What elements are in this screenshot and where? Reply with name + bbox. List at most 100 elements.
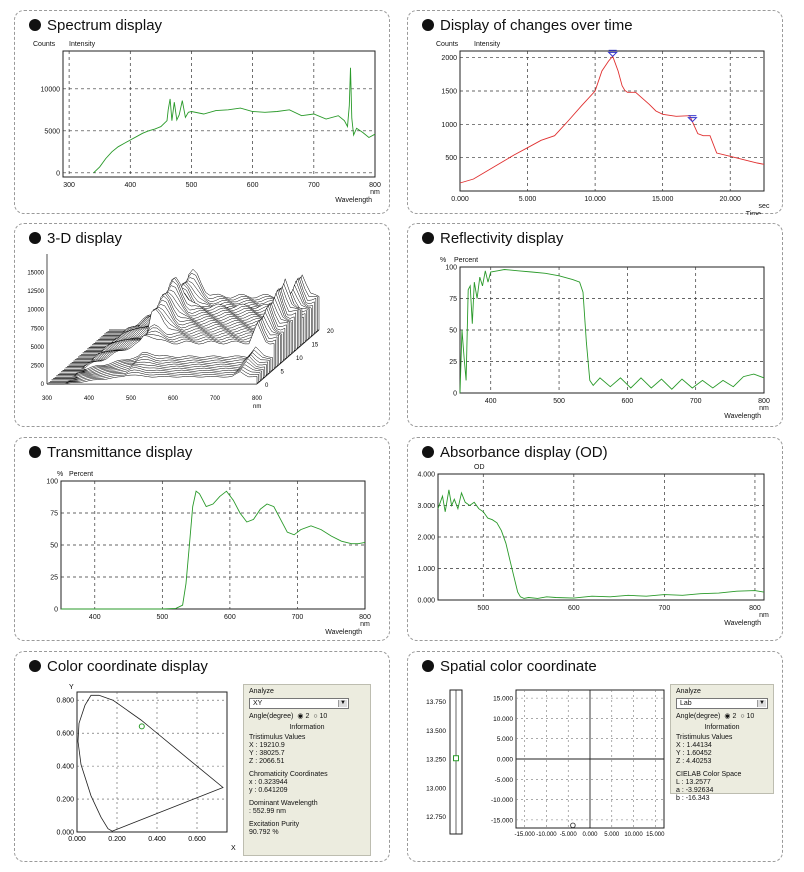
y-axis-label: % <box>440 257 446 264</box>
plot-frame <box>76 691 228 833</box>
x-unit-label: sec <box>759 203 770 210</box>
x-axis-label: Wavelength <box>724 620 761 627</box>
chevron-down-icon[interactable]: ▼ <box>757 700 766 707</box>
time-chart: 0.000 5.000 10.000 15.000 20.000 500 1000 1500 2… <box>436 41 770 215</box>
y-tick-label: 50 <box>449 328 457 335</box>
panel-title: Spectrum display <box>29 17 162 34</box>
angle-radio-2[interactable]: ◉ 2 <box>724 713 737 720</box>
y-tick-label: 2000 <box>441 55 457 62</box>
lightness-tick-label: 13.750 <box>426 699 446 706</box>
y-axis-label-secondary: Intensity <box>474 41 501 48</box>
x-tick-label: 700 <box>659 605 671 612</box>
x-tick-label: 10.000 <box>584 196 606 203</box>
y-tick-label: 5.000 <box>497 736 514 743</box>
x-tick-label: -5.000 <box>560 832 578 838</box>
x-tick-label: 600 <box>247 182 259 189</box>
bullet-icon <box>29 660 41 672</box>
lightness-marker <box>453 755 459 762</box>
y-tick-label: 0 <box>56 170 60 177</box>
y-tick-label: 3.000 <box>417 503 435 510</box>
y-tick-label: 12500 <box>27 289 44 295</box>
x-tick-label: 700 <box>690 398 702 405</box>
x-tick-label: 600 <box>224 614 236 621</box>
peak-marker <box>607 51 618 58</box>
analyze-select[interactable]: XY ▼ <box>249 698 349 709</box>
panel-time: Display of changes over time 0.000 5.000 1… <box>407 10 783 215</box>
angle-row: Angle(degree) ◉ 2 ○ 10 <box>249 713 328 720</box>
y-tick-label: 1000 <box>441 122 457 129</box>
y-tick-label: 0.000 <box>497 757 514 764</box>
series-line <box>459 269 765 394</box>
panel-3d: 3-D display 300 400 500 600 700 800 0 2500 5000 7… <box>14 223 390 427</box>
tristimulus-x: X : 1.44134 <box>676 742 712 749</box>
panel-title: Spatial color coordinate <box>422 658 597 675</box>
lightness-tick-label: 13.250 <box>426 757 446 764</box>
plot-frame <box>62 50 376 178</box>
plot-frame <box>459 50 765 192</box>
y-axis-label: % <box>57 471 63 478</box>
x-unit-label: nm <box>759 405 769 412</box>
x-tick-label: 15.000 <box>646 832 665 838</box>
x-axis-label: Time <box>746 211 761 215</box>
panel-spectrum: Spectrum display 300 400 500 600 700 800 0 5000… <box>14 10 390 214</box>
analyze-select[interactable]: Lab ▼ <box>676 698 768 709</box>
x-tick-label: 700 <box>210 396 221 402</box>
tristimulus-y: Y : 38025.7 <box>249 750 285 757</box>
y-tick-label: 0.000 <box>417 598 435 605</box>
series-line <box>437 489 765 599</box>
bullet-icon <box>422 232 434 244</box>
y-tick-label: 0.600 <box>56 731 74 738</box>
lightness-tick-label: 12.750 <box>426 814 446 821</box>
x-axis-label: X <box>231 845 236 852</box>
purity-label: Excitation Purity <box>249 821 300 828</box>
tristimulus-label: Tristimulus Values <box>676 734 733 741</box>
x-tick-label: 500 <box>553 398 565 405</box>
x-tick-label: 400 <box>84 396 95 402</box>
x-tick-label: 0.000 <box>451 196 469 203</box>
x-tick-label: 0.200 <box>108 836 126 843</box>
chroma-y: y : 0.641209 <box>249 787 288 794</box>
bullet-icon <box>422 19 434 31</box>
panel-absorb: Absorbance display (OD) 500 600 700 800 0.00… <box>407 437 783 641</box>
y-tick-label: 1500 <box>441 89 457 96</box>
x-tick-label: 800 <box>359 614 371 621</box>
y-tick-label: 25 <box>449 359 457 366</box>
chevron-down-icon[interactable]: ▼ <box>338 700 347 707</box>
lab-b: b : -16.343 <box>676 795 710 802</box>
y-tick-label: 4.000 <box>417 472 435 479</box>
z-tick-label: 20 <box>327 329 334 335</box>
y-axis-label: Counts <box>436 41 459 48</box>
bullet-icon <box>29 232 41 244</box>
z-tick-label: 0 <box>265 383 269 389</box>
x-axis-label: Wavelength <box>325 629 362 636</box>
tristimulus-z: Z : 2066.51 <box>249 758 285 765</box>
panel-color: Color coordinate display 0.000 0.200 0.400… <box>14 651 390 862</box>
x-tick-label: -10.000 <box>536 832 557 838</box>
x-tick-label: 800 <box>369 182 381 189</box>
z-tick-label: 15 <box>312 343 319 349</box>
reflect-chart: 400 500 600 700 800 0 25 50 75 100% Percent nmWavel… <box>440 257 770 420</box>
lab-a: a : -3.92634 <box>676 787 714 794</box>
x-tick-label: 800 <box>749 605 761 612</box>
dominant-label: Dominant Wavelength <box>249 800 318 807</box>
info-header: Information <box>704 724 740 731</box>
y-axis-label-secondary: Percent <box>69 471 93 478</box>
chroma-x: x : 0.323944 <box>249 779 288 786</box>
y-tick-label: 10000 <box>41 86 61 93</box>
x-tick-label: 300 <box>42 396 53 402</box>
lab-l: L : 13.2577 <box>676 779 711 786</box>
y-axis-label-secondary: Intensity <box>69 41 96 48</box>
chromaticity-point <box>138 723 145 730</box>
y-tick-label: 2.000 <box>417 535 435 542</box>
bullet-icon <box>29 446 41 458</box>
angle-radio-10[interactable]: ○ 10 <box>740 713 755 720</box>
z-tick-label: 5 <box>281 370 285 376</box>
angle-radio-2[interactable]: ◉ 2 <box>297 713 310 720</box>
angle-radio-10[interactable]: ○ 10 <box>313 713 328 720</box>
analyze-label: Analyze <box>676 688 701 695</box>
x-tick-label: 300 <box>63 182 75 189</box>
analyze-label: Analyze <box>249 688 274 695</box>
panel-reflect: Reflectivity display 400 500 600 700 800 0 25 5… <box>407 223 783 427</box>
x-tick-label: 0.400 <box>148 836 166 843</box>
series-line <box>459 55 765 184</box>
